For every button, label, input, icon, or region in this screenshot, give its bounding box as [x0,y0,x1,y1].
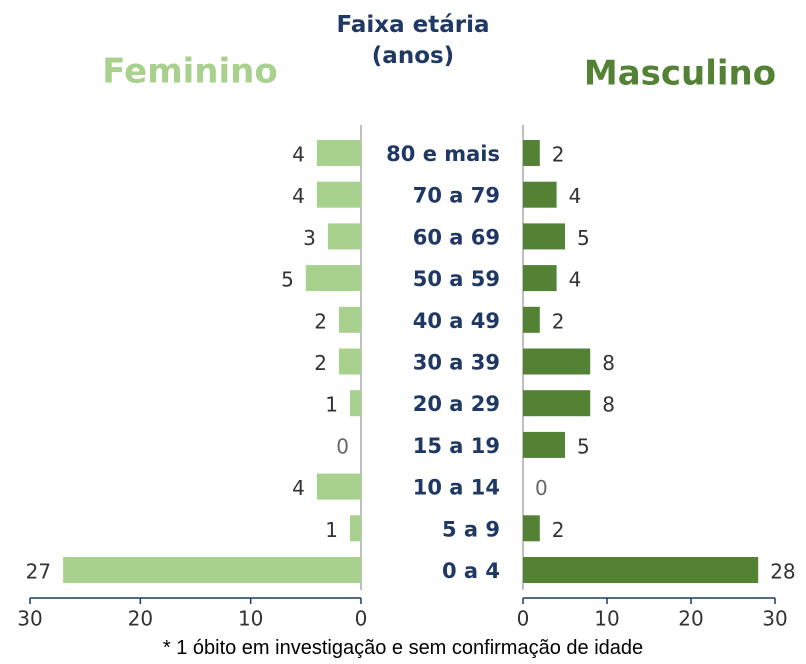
value-label: 5 [577,434,590,458]
bar [338,348,361,375]
bar [523,390,591,417]
bar [305,265,361,292]
value-label: 28 [770,560,795,584]
category-label: 15 a 19 [413,434,500,458]
category-label: 20 a 29 [413,392,500,416]
category-label: 40 a 49 [413,309,500,333]
value-label: 5 [281,268,294,292]
footnote: * 1 óbito em investigação e sem confirma… [162,637,644,659]
category-label: 70 a 79 [413,184,500,208]
x-tick-label: 10 [238,607,263,631]
bar [349,515,361,542]
category-label: 50 a 59 [413,267,500,291]
bar [327,223,361,250]
bar [316,181,361,208]
bar [349,390,361,417]
series-header: Feminino [102,52,277,92]
value-label: 4 [292,476,305,500]
value-label: 4 [569,184,582,208]
value-label: 2 [552,309,565,333]
value-label: 1 [325,518,338,542]
value-label: 8 [602,393,615,417]
bar [523,181,557,208]
value-label: 4 [292,184,305,208]
x-tick-label: 30 [17,607,42,631]
value-label: 1 [325,393,338,417]
value-label: 4 [569,268,582,292]
bar [316,140,361,166]
bar [63,557,361,583]
category-label: 0 a 4 [442,559,500,583]
bar [523,557,759,583]
value-label: 0 [336,434,349,458]
category-label: 80 e mais [386,142,500,166]
bar [523,348,591,375]
bar [523,265,557,292]
value-label: 4 [292,143,305,167]
series-header: Masculino [584,54,776,94]
bar [316,473,361,500]
chart-title: Faixa etária (anos) [336,12,490,69]
x-tick-label: 20 [678,607,703,631]
bar [523,140,540,166]
x-tick-label: 0 [517,607,530,631]
category-label: 5 a 9 [442,517,500,541]
value-label: 2 [314,309,327,333]
bar [523,515,540,542]
value-label: 8 [602,351,615,375]
value-label: 5 [577,226,590,250]
x-tick-label: 0 [355,607,368,631]
bar [523,431,565,458]
x-tick-label: 10 [594,607,619,631]
category-label: 60 a 69 [413,225,500,249]
x-tick-label: 20 [128,607,153,631]
value-label: 2 [314,351,327,375]
bar [523,306,540,333]
value-label: 2 [552,143,565,167]
value-label: 2 [552,518,565,542]
value-label: 3 [303,226,316,250]
value-label: 0 [535,476,548,500]
x-tick-label: 30 [762,607,787,631]
category-label: 10 a 14 [413,476,500,500]
bar [523,223,565,250]
bar [338,306,361,333]
category-label: 30 a 39 [413,351,500,375]
value-label: 27 [26,560,51,584]
